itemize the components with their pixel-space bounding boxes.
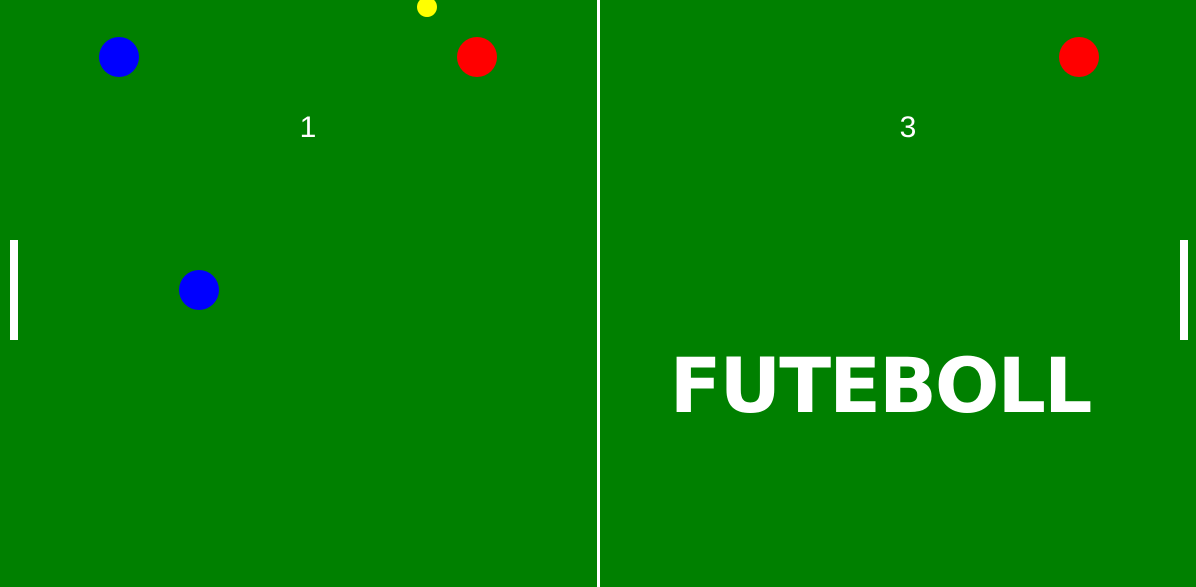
blue-player-2[interactable] (179, 270, 219, 310)
blue-player-1[interactable] (99, 37, 139, 77)
ball[interactable] (417, 0, 437, 17)
right-score: 3 (899, 111, 917, 144)
left-score: 1 (299, 111, 317, 144)
center-line (597, 0, 600, 587)
left-goal (10, 240, 18, 340)
right-goal (1180, 240, 1188, 340)
red-player-1[interactable] (457, 37, 497, 77)
game-title: FUTEBOLL (669, 341, 1093, 430)
red-player-2[interactable] (1059, 37, 1099, 77)
